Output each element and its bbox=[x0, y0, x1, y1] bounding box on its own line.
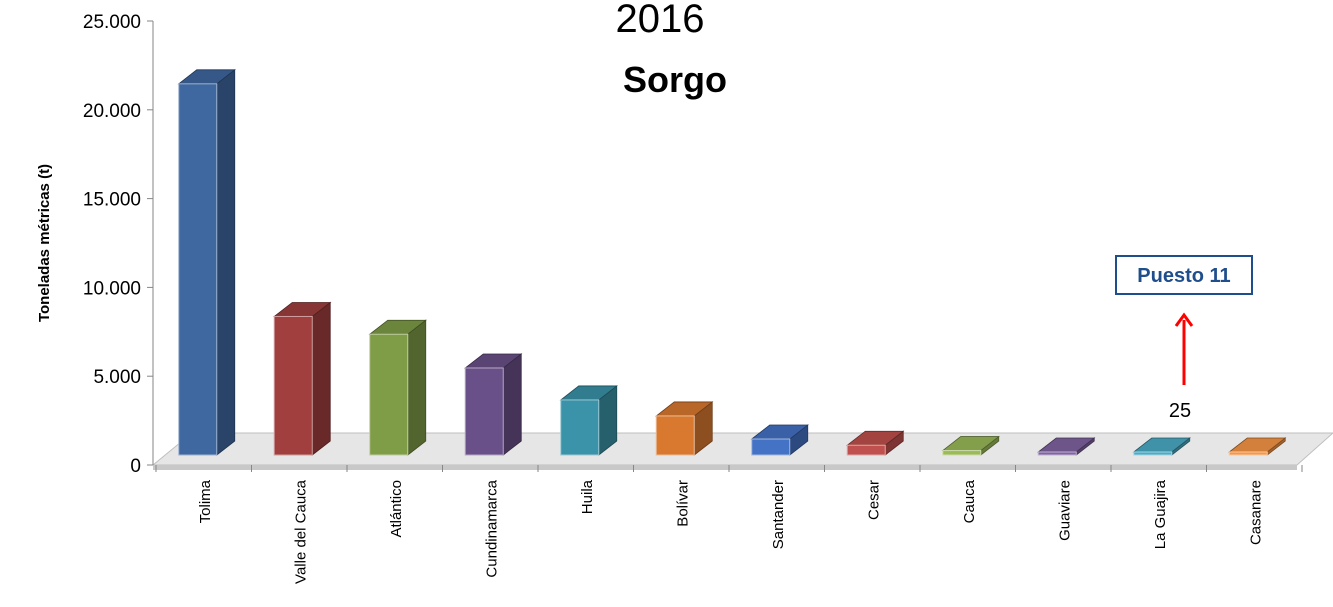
bar-side bbox=[216, 68, 236, 456]
bar-valle-del-cauca bbox=[273, 301, 332, 456]
bar-side bbox=[311, 301, 331, 456]
x-tick-label: Tolima bbox=[197, 479, 214, 523]
chart-title-top: 2016 bbox=[616, 0, 705, 41]
y-tick-label: 10.000 bbox=[83, 278, 141, 299]
y-tick-label: 5.000 bbox=[93, 367, 141, 388]
bar-front bbox=[369, 333, 409, 456]
x-tick-label: Santander bbox=[770, 480, 787, 549]
x-tick-label: Huila bbox=[579, 479, 596, 514]
x-tick-label: Bolívar bbox=[674, 480, 691, 527]
bar-front bbox=[655, 415, 695, 456]
bar-side bbox=[502, 353, 522, 456]
annotation-box bbox=[1115, 255, 1253, 295]
bar-front bbox=[1037, 451, 1077, 456]
bar-front bbox=[178, 83, 218, 456]
y-tick-label: 25.000 bbox=[83, 12, 141, 33]
bar-cundinamarca bbox=[464, 353, 523, 456]
bar-tolima bbox=[177, 68, 236, 456]
x-tick-label: Guaviare bbox=[1056, 480, 1073, 541]
x-axis-labels: Tolima Valle del Cauca Atlántico Cundinamar… bbox=[197, 479, 1265, 584]
x-tick-label: Valle del Cauca bbox=[292, 479, 309, 584]
bar-cauca bbox=[941, 435, 1000, 456]
bar-front bbox=[846, 444, 886, 456]
bar-front bbox=[1228, 451, 1268, 456]
bar-front bbox=[273, 315, 313, 456]
x-tick-label: Atlántico bbox=[388, 480, 405, 538]
bar-front bbox=[751, 438, 791, 456]
bars-group bbox=[177, 68, 1287, 456]
annotation-label: Puesto 11 bbox=[1137, 265, 1230, 287]
annotation-arrowhead bbox=[1174, 312, 1194, 327]
x-tick-label: Cesar bbox=[865, 480, 882, 520]
x-tick-label: Cundinamarca bbox=[483, 479, 500, 577]
bar-guaviare bbox=[1037, 437, 1096, 456]
y-tick-label: 0 bbox=[130, 456, 141, 477]
bar-front bbox=[1133, 451, 1173, 456]
bar-atlántico bbox=[368, 319, 427, 456]
x-tick-label: La Guajira bbox=[1152, 479, 1169, 549]
bar-cesar bbox=[846, 430, 905, 456]
annotation: Puesto 11 25 bbox=[1115, 255, 1253, 422]
y-tick-label: 15.000 bbox=[83, 190, 141, 211]
bar-bolívar bbox=[655, 401, 714, 456]
x-tick-label: Casanare bbox=[1247, 480, 1264, 545]
bar-huila bbox=[559, 385, 618, 456]
x-tick-label: Cauca bbox=[961, 479, 978, 523]
floor-front bbox=[153, 465, 1297, 470]
bar-side bbox=[407, 319, 427, 456]
bar-front bbox=[464, 367, 504, 456]
bar-casanare bbox=[1228, 437, 1287, 456]
chart-title: Sorgo bbox=[623, 59, 727, 100]
bar-front bbox=[942, 450, 982, 456]
y-axis: 0 5.000 10.000 15.000 20.000 25.000 bbox=[83, 12, 154, 477]
bar-la-guajira bbox=[1132, 437, 1191, 456]
y-axis-label: Toneladas métricas (t) bbox=[36, 164, 53, 322]
annotation-value: 25 bbox=[1169, 400, 1191, 422]
y-tick-label: 20.000 bbox=[83, 101, 141, 122]
bar-santander bbox=[750, 424, 809, 456]
bar-front bbox=[560, 399, 600, 456]
